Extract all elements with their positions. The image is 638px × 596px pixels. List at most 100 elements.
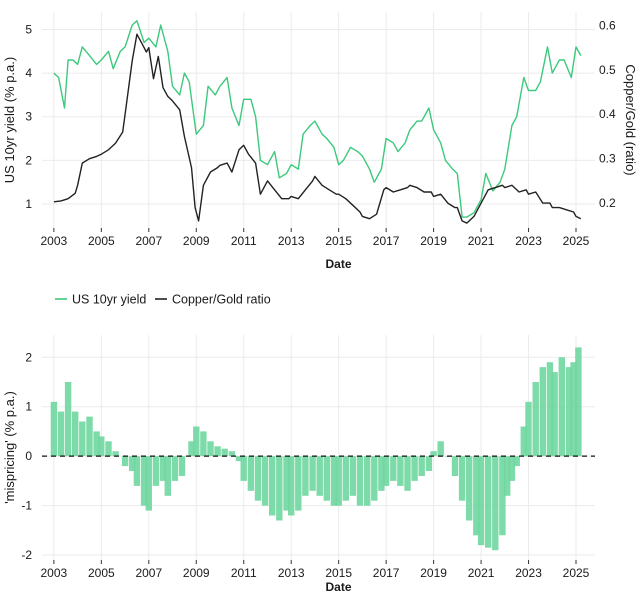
mispricing-bar <box>477 456 485 546</box>
mispricing-bar <box>254 456 262 501</box>
top-x-tick-label: 2009 <box>183 234 210 248</box>
mispricing-bar <box>276 456 283 521</box>
mispricing-bar <box>79 421 86 457</box>
mispricing-bar <box>425 456 433 471</box>
bottom-y-axis-label: 'mispricing' (% p.a.) <box>2 391 17 504</box>
mispricing-bar <box>188 441 195 457</box>
bottom-x-tick-label: 2003 <box>41 566 68 580</box>
top-x-tick-label: 2011 <box>231 234 257 248</box>
mispricing-bar <box>404 456 411 491</box>
mispricing-bar <box>295 456 302 511</box>
bottom-x-tick-label: 2013 <box>278 566 305 580</box>
mispricing-bar <box>558 357 565 457</box>
mispricing-bar <box>86 416 93 457</box>
mispricing-bar <box>508 456 516 481</box>
mispricing-bar <box>323 456 330 501</box>
mispricing-bar <box>159 456 167 481</box>
bottom-x-tick-label: 2007 <box>135 566 162 580</box>
mispricing-bar <box>269 456 276 516</box>
top-x-tick-label: 2003 <box>41 234 68 248</box>
bottom-chart: -2 -1 0 1 2 2003 2005 2007 2009 2011 2013 2015 2017 2… <box>2 335 595 594</box>
mispricing-bar <box>364 456 371 506</box>
mispricing-bar <box>437 441 444 457</box>
ratio-series-line <box>53 33 582 224</box>
mispricing-bar <box>105 441 112 457</box>
top-x-tick-label: 2005 <box>88 234 115 248</box>
bottom-x-tick-label: 2023 <box>515 566 542 580</box>
mispricing-bar <box>499 456 506 536</box>
mispricing-bar <box>532 382 539 457</box>
top-chart: 1 2 3 4 5 0.2 0.3 0.4 0.5 0.6 2003 2005 2007 2009 2011… <box>2 12 638 271</box>
top-right-tick-label: 0.3 <box>599 152 616 166</box>
top-x-tick-label: 2021 <box>468 234 495 248</box>
top-x-tick-label: 2023 <box>515 234 542 248</box>
mispricing-bar <box>261 456 269 506</box>
top-x-tick-label: 2007 <box>135 234 162 248</box>
mispricing-bar <box>72 411 79 457</box>
top-left-tick-label: 3 <box>25 110 32 124</box>
mispricing-bar <box>335 456 342 506</box>
mispricing-bar <box>418 456 425 476</box>
mispricing-bar <box>382 456 390 486</box>
top-x-tick-label: 2025 <box>563 234 590 248</box>
mispricing-bar <box>451 456 459 476</box>
mispricing-bar <box>228 451 236 457</box>
mispricing-bar <box>330 456 338 506</box>
bottom-x-tick-label: 2015 <box>325 566 352 580</box>
mispricing-bar <box>356 456 364 506</box>
mispricing-bar <box>546 362 554 457</box>
top-left-tick-label: 2 <box>25 153 32 167</box>
mispricing-bar <box>371 456 378 501</box>
legend: US 10yr yield Copper/Gold ratio <box>55 293 271 307</box>
mispricing-bar <box>283 456 290 511</box>
bottom-x-tick-label: 2019 <box>420 566 447 580</box>
mispricing-bar <box>551 372 558 457</box>
top-x-tick-label: 2017 <box>373 234 400 248</box>
mispricing-bar <box>93 431 100 457</box>
top-x-tick-label: 2015 <box>325 234 352 248</box>
mispricing-bar <box>247 456 255 491</box>
mispricing-bar <box>309 456 316 491</box>
mispricing-bar <box>430 451 437 457</box>
mispricing-bar <box>112 451 119 457</box>
mispricing-bar <box>378 456 385 491</box>
mispricing-bar <box>342 456 349 501</box>
top-right-axis-label: Copper/Gold (ratio) <box>623 64 638 175</box>
mispricing-bar <box>207 441 214 457</box>
top-right-tick-label: 0.4 <box>599 107 616 121</box>
bottom-x-tick-label: 2005 <box>88 566 115 580</box>
bottom-y-tick-label: -1 <box>21 499 32 513</box>
mispricing-bar <box>133 456 141 486</box>
top-right-tick-label: 0.5 <box>599 63 616 77</box>
mispricing-bar <box>193 426 200 457</box>
top-right-tick-label: 0.2 <box>599 196 616 210</box>
mispricing-bar <box>520 426 527 457</box>
bottom-x-axis-label: Date <box>325 580 351 594</box>
mispricing-bar <box>221 448 228 457</box>
bottom-y-tick-label: 2 <box>25 350 32 364</box>
mispricing-bar <box>164 456 171 496</box>
mispricing-bar <box>473 456 480 536</box>
mispricing-bar <box>98 436 105 457</box>
mispricing-bar <box>570 362 577 457</box>
top-left-tick-label: 1 <box>25 197 32 211</box>
bottom-x-tick-label: 2021 <box>468 566 495 580</box>
mispricing-bar <box>140 456 148 506</box>
mispricing-bar <box>121 456 129 467</box>
bottom-x-tick-label: 2011 <box>231 566 257 580</box>
mispricing-bar <box>129 456 136 471</box>
mispricing-bar <box>397 456 404 486</box>
top-x-tick-label: 2013 <box>278 234 305 248</box>
bottom-x-tick-label: 2009 <box>183 566 210 580</box>
mispricing-bar <box>214 446 221 457</box>
top-left-tick-label: 4 <box>25 66 32 80</box>
mispricing-bar <box>171 456 179 481</box>
mispricing-bar <box>525 401 532 457</box>
mispricing-bar <box>349 456 357 496</box>
top-right-tick-label: 0.6 <box>599 18 616 32</box>
bottom-x-tick-label: 2017 <box>373 566 400 580</box>
mispricing-bar <box>152 456 160 486</box>
mispricing-bar <box>504 456 511 496</box>
